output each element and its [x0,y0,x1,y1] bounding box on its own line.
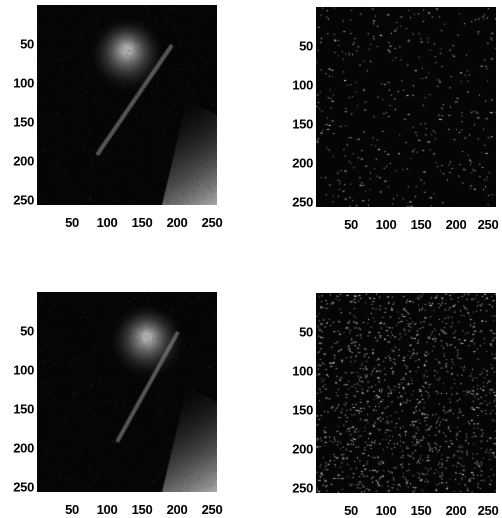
x-tick-label: 200 [166,215,188,230]
y-tick-label: 150 [292,116,313,132]
y-tick-label: 250 [292,194,313,210]
x-tick-label: 50 [65,502,79,517]
x-tick-label: 200 [445,217,467,232]
y-tick-label: 250 [13,479,34,495]
y-tick-label: 100 [13,362,34,378]
y-tick-label: 200 [13,440,34,456]
y-tick-label: 200 [292,155,313,171]
image-bottom-right [316,293,496,493]
y-tick-label: 250 [292,480,313,496]
x-tick-label: 150 [410,503,432,518]
x-tick-label: 150 [410,217,432,232]
y-tick-label: 100 [13,75,34,91]
y-tick-label: 100 [292,77,313,93]
y-tick-label: 200 [292,441,313,457]
x-tick-label: 250 [477,503,499,518]
y-tick-label: 50 [299,38,313,54]
x-tick-label: 200 [166,502,188,517]
y-tick-label: 50 [299,324,313,340]
x-tick-label: 50 [65,215,79,230]
x-tick-label: 50 [344,217,358,232]
y-tick-label: 150 [13,114,34,130]
x-tick-label: 50 [344,503,358,518]
x-tick-label: 200 [445,503,467,518]
y-tick-label: 50 [20,323,34,339]
x-tick-label: 100 [96,502,118,517]
x-tick-label: 250 [477,217,499,232]
image-bottom-left [37,292,217,492]
x-tick-label: 150 [131,502,153,517]
x-tick-label: 250 [201,215,223,230]
x-tick-label: 250 [201,502,223,517]
image-top-left [37,5,217,205]
y-tick-label: 200 [13,153,34,169]
x-tick-label: 150 [131,215,153,230]
y-tick-label: 50 [20,36,34,52]
x-tick-label: 100 [375,217,397,232]
y-tick-label: 150 [292,402,313,418]
x-tick-label: 100 [96,215,118,230]
x-tick-label: 100 [375,503,397,518]
y-tick-label: 150 [13,401,34,417]
y-tick-label: 250 [13,192,34,208]
y-tick-label: 100 [292,363,313,379]
image-top-right [316,7,496,207]
